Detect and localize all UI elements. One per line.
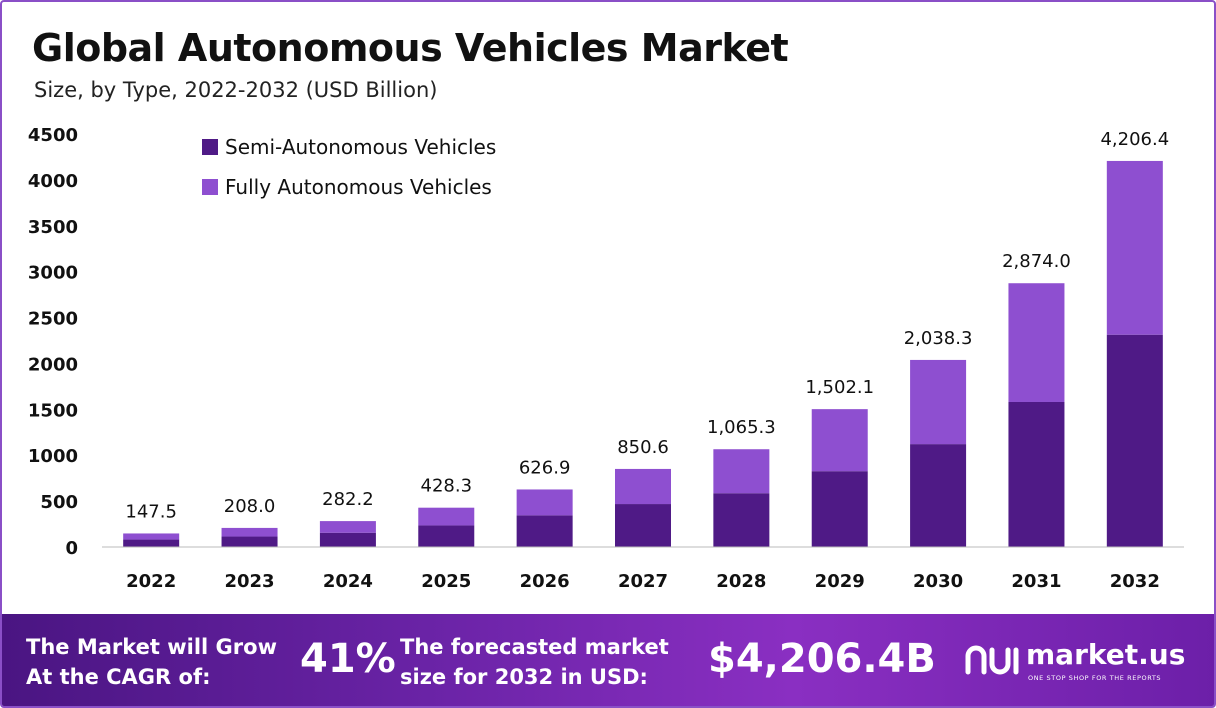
bar-semi-autonomous: [713, 493, 770, 547]
x-tick-label: 2030: [913, 571, 963, 592]
y-tick-label: 1000: [28, 446, 78, 467]
chart-title: Global Autonomous Vehicles Market: [32, 26, 789, 70]
legend-swatch: [202, 139, 218, 155]
bar-semi-autonomous: [615, 504, 671, 547]
x-tick-label: 2028: [716, 571, 766, 592]
y-tick-label: 2000: [28, 354, 78, 375]
bar-fully-autonomous: [516, 489, 573, 516]
y-tick-label: 0: [65, 538, 78, 559]
legend: Semi-Autonomous Vehicles Fully Autonomous…: [202, 135, 496, 199]
brand-name: market.us: [1026, 638, 1186, 671]
bar-fully-autonomous: [713, 449, 770, 494]
forecast-label-line-2: size for 2032 in USD:: [400, 665, 648, 689]
y-tick-label: 4000: [28, 171, 78, 192]
bar-total-label: 2,874.0: [1002, 251, 1071, 272]
bar-fully-autonomous: [910, 359, 967, 445]
y-tick-label: 4500: [28, 125, 78, 146]
y-tick-label: 3000: [28, 263, 78, 284]
market-us-logo-icon: [965, 645, 1019, 675]
bar-semi-autonomous: [418, 525, 475, 547]
bar-total-label: 147.5: [125, 501, 177, 522]
bar-fully-autonomous: [418, 507, 475, 526]
bar-total-label: 626.9: [519, 457, 571, 478]
x-tick-label: 2024: [323, 571, 373, 592]
bar-semi-autonomous: [910, 444, 967, 547]
bar-fully-autonomous: [615, 468, 671, 505]
bar-total-label: 428.3: [421, 476, 473, 497]
y-axis: 0 500 1000 1500 2000 2500 3000 3500 4000 4500: [28, 125, 78, 559]
x-tick-label: 2027: [618, 571, 668, 592]
x-tick-label: 2023: [224, 571, 274, 592]
bar-fully-autonomous: [123, 533, 180, 540]
bar-total-label: 1,502.1: [805, 377, 874, 398]
x-tick-label: 2026: [520, 571, 570, 592]
brand-tagline: ONE STOP SHOP FOR THE REPORTS: [1028, 674, 1162, 682]
bar-fully-autonomous: [221, 527, 278, 537]
forecast-value: $4,206.4B: [708, 636, 936, 682]
chart-subtitle: Size, by Type, 2022-2032 (USD Billion): [34, 78, 438, 102]
bar-total-label: 208.0: [224, 496, 276, 517]
bar-semi-autonomous: [1008, 401, 1065, 547]
footer-banner: The Market will Grow At the CAGR of: 41%…: [2, 614, 1214, 706]
cagr-label-line-1: The Market will Grow: [26, 635, 277, 659]
x-axis: 2022 2023 2024 2025 2026 2027 2028 2029 2030 2031…: [102, 546, 1184, 592]
bar-fully-autonomous: [319, 521, 376, 533]
cagr-label-line-2: At the CAGR of:: [26, 665, 211, 689]
forecast-label: The forecasted market size for 2032 in U…: [400, 632, 669, 692]
x-tick-label: 2025: [421, 571, 471, 592]
bar-total-label: 850.6: [617, 437, 669, 458]
legend-swatch: [202, 179, 218, 195]
x-tick-label: 2022: [126, 571, 176, 592]
bar-semi-autonomous: [123, 539, 180, 547]
y-tick-label: 2500: [28, 309, 78, 330]
y-tick-label: 1500: [28, 400, 78, 421]
bar-fully-autonomous: [811, 409, 868, 472]
bar-total-label: 1,065.3: [707, 417, 776, 438]
bar-total-label: 282.2: [322, 489, 374, 510]
forecast-label-line-1: The forecasted market: [400, 635, 669, 659]
brand-logo: market.us ONE STOP SHOP FOR THE REPORTS: [964, 636, 1194, 692]
x-tick-label: 2031: [1011, 571, 1061, 592]
x-tick-label: 2032: [1110, 571, 1160, 592]
y-tick-label: 500: [40, 492, 78, 513]
bar-fully-autonomous: [1106, 160, 1163, 335]
bar-semi-autonomous: [516, 515, 573, 547]
legend-label: Semi-Autonomous Vehicles: [225, 135, 496, 159]
bar-fully-autonomous: [1008, 283, 1065, 402]
bars: 147.5 208.0 282.2 428.3 626.9 850.6 1,065.3 1,5…: [123, 129, 1169, 547]
x-tick-label: 2029: [815, 571, 865, 592]
bar-semi-autonomous: [811, 471, 868, 547]
bar-total-label: 4,206.4: [1100, 129, 1169, 150]
bar-semi-autonomous: [221, 536, 278, 547]
bar-semi-autonomous: [1106, 334, 1163, 547]
y-tick-label: 3500: [28, 217, 78, 238]
legend-label: Fully Autonomous Vehicles: [225, 175, 492, 199]
bar-total-label: 2,038.3: [904, 328, 973, 349]
cagr-label: The Market will Grow At the CAGR of:: [26, 632, 277, 692]
stacked-bar-chart: 0 500 1000 1500 2000 2500 3000 3500 4000 4500 147…: [28, 125, 1184, 592]
cagr-value: 41%: [300, 636, 396, 682]
bar-semi-autonomous: [319, 532, 376, 547]
